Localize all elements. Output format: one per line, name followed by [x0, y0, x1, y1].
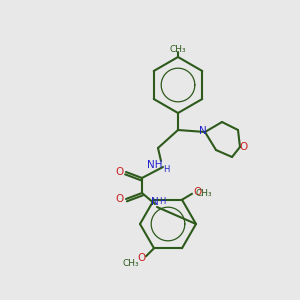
Text: H: H: [163, 164, 169, 173]
Text: NH: NH: [147, 160, 163, 170]
Text: O: O: [137, 253, 145, 263]
Text: O: O: [193, 187, 201, 197]
Text: O: O: [116, 167, 124, 177]
Text: CH₃: CH₃: [123, 259, 139, 268]
Text: O: O: [240, 142, 248, 152]
Text: N: N: [151, 197, 159, 207]
Text: CH₃: CH₃: [196, 189, 212, 198]
Text: N: N: [199, 126, 207, 136]
Text: H: H: [159, 197, 165, 206]
Text: O: O: [116, 194, 124, 204]
Text: CH₃: CH₃: [170, 44, 186, 53]
